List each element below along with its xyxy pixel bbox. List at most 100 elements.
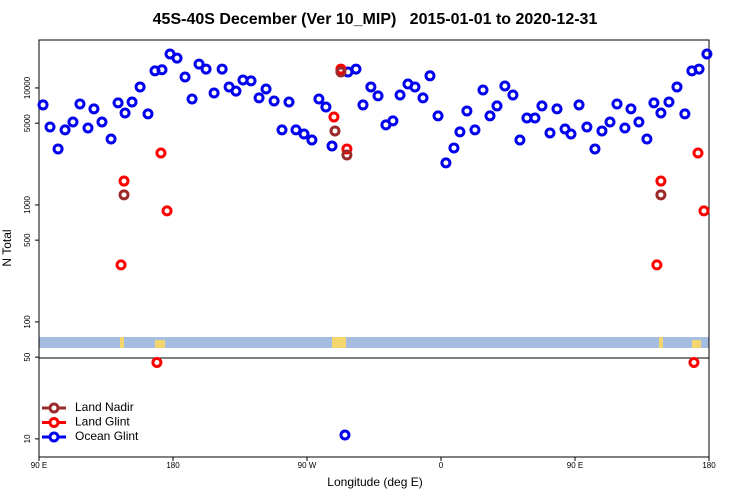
data-point <box>155 147 167 159</box>
data-point <box>633 116 645 128</box>
data-point <box>611 98 623 110</box>
data-point <box>115 259 127 271</box>
data-point <box>44 121 56 133</box>
y-tick-label: 1000 <box>23 195 32 213</box>
land-strip <box>692 340 701 348</box>
chart-title: 45S-40S December (Ver 10_MIP) 2015-01-01… <box>153 11 598 28</box>
land-strip <box>120 337 124 348</box>
land-strip <box>155 340 165 348</box>
data-point <box>454 126 466 138</box>
data-point <box>341 143 353 155</box>
data-point <box>230 85 242 97</box>
data-point <box>604 116 616 128</box>
legend-marker <box>48 417 60 428</box>
data-point <box>514 134 526 146</box>
data-point <box>171 52 183 64</box>
data-point <box>329 125 341 137</box>
data-point <box>679 108 691 120</box>
data-point <box>326 140 338 152</box>
ocean-strip <box>39 337 709 348</box>
data-point <box>484 110 496 122</box>
data-point <box>216 63 228 75</box>
data-point <box>193 58 205 70</box>
x-axis-label: Longitude (deg E) <box>327 475 422 489</box>
data-point <box>698 205 710 217</box>
data-point <box>253 92 265 104</box>
data-point <box>688 356 700 368</box>
data-point <box>118 175 130 187</box>
y-axis-label: N Total <box>0 229 14 266</box>
data-point <box>648 97 660 109</box>
data-point <box>651 259 663 271</box>
data-point <box>655 107 667 119</box>
data-point <box>499 80 511 92</box>
data-point <box>306 134 318 146</box>
data-point <box>320 101 332 113</box>
data-point <box>290 124 302 136</box>
x-tick-label: 90 E <box>31 461 47 470</box>
data-point <box>96 116 108 128</box>
data-point <box>283 96 295 108</box>
x-tick-label: 180 <box>166 461 180 470</box>
y-tick-label: 10 <box>23 434 32 443</box>
data-point <box>126 96 138 108</box>
data-point <box>313 93 325 105</box>
y-tick-label: 5000 <box>23 114 32 132</box>
legend-marker <box>48 431 60 443</box>
y-tick-label: 100 <box>23 315 32 329</box>
data-point <box>544 127 556 139</box>
data-point <box>200 63 212 75</box>
data-point <box>112 97 124 109</box>
legend-label: Ocean Glint <box>75 429 139 443</box>
data-point <box>339 429 351 441</box>
data-point <box>573 99 585 111</box>
data-point <box>328 111 340 123</box>
land-ocean-strip <box>39 337 709 348</box>
data-point <box>701 48 713 60</box>
data-point <box>142 108 154 120</box>
data-point <box>276 124 288 136</box>
data-point <box>82 122 94 134</box>
data-point <box>655 189 667 201</box>
data-point <box>440 157 452 169</box>
y-tick-label: 500 <box>23 233 32 247</box>
legend-label: Land Nadir <box>75 400 134 414</box>
data-point <box>477 84 489 96</box>
data-point <box>461 105 473 117</box>
data-point <box>507 89 519 101</box>
data-point <box>589 143 601 155</box>
data-point <box>335 66 347 78</box>
y-tick-label: 50 <box>23 352 32 361</box>
data-point <box>245 75 257 87</box>
data-point <box>596 125 608 137</box>
data-point <box>260 83 272 95</box>
data-point <box>341 149 353 161</box>
data-point <box>424 70 436 82</box>
data-point <box>692 147 704 159</box>
x-tick-label: 180 <box>702 461 716 470</box>
x-tick-label: 90 W <box>298 461 317 470</box>
data-point <box>372 90 384 102</box>
legend-label: Land Glint <box>75 415 130 429</box>
data-point <box>357 99 369 111</box>
data-point <box>74 98 86 110</box>
data-point <box>417 92 429 104</box>
data-point <box>625 103 637 115</box>
data-point <box>59 124 71 136</box>
data-point <box>179 71 191 83</box>
data-point <box>529 112 541 124</box>
legend-marker <box>48 402 60 414</box>
data-point <box>469 124 481 136</box>
data-point <box>52 143 64 155</box>
data-point <box>671 81 683 93</box>
data-point <box>298 128 310 140</box>
data-point <box>134 81 146 93</box>
x-tick-label: 0 <box>439 461 444 470</box>
data-point <box>186 93 198 105</box>
data-point <box>365 81 377 93</box>
data-point <box>432 110 444 122</box>
data-point <box>655 175 667 187</box>
data-point <box>268 95 280 107</box>
